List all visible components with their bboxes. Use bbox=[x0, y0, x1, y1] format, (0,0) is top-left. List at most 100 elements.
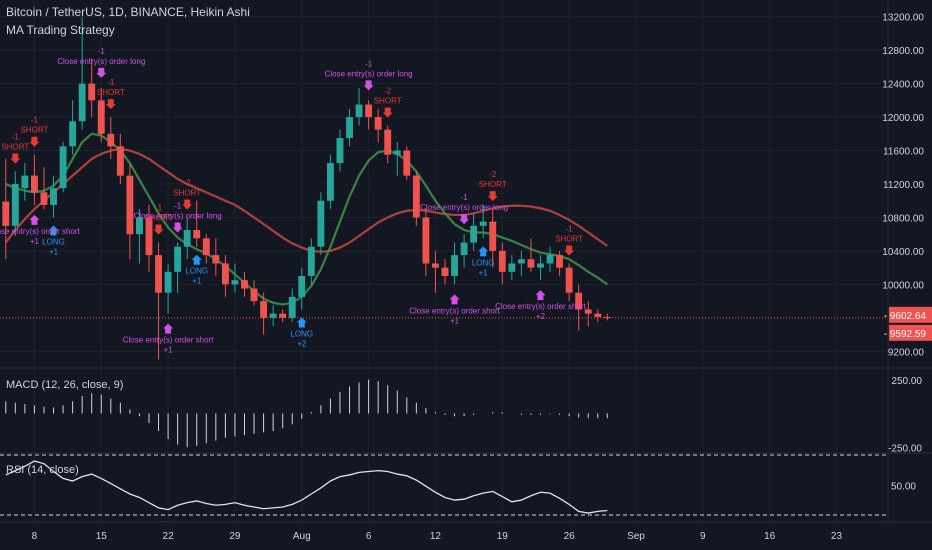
price-tick-label: 12400.00 bbox=[882, 80, 924, 91]
candle-body bbox=[422, 217, 430, 264]
signal-qty: -1 bbox=[98, 47, 106, 56]
candle-body bbox=[88, 83, 96, 101]
signal-qty: -2 bbox=[384, 86, 392, 95]
signal-qty: -1 bbox=[107, 78, 115, 87]
signal-label: Close entry(s) order short bbox=[495, 302, 586, 311]
candle-body bbox=[260, 301, 268, 318]
rsi-tick-label: 50.00 bbox=[891, 481, 916, 492]
ma-slow-line bbox=[4, 147, 608, 253]
candle-body bbox=[355, 104, 363, 118]
macd-label: MACD (12, 26, close, 9) bbox=[6, 379, 124, 391]
signal-label: Close entry(s) order long bbox=[134, 212, 222, 221]
candle-body bbox=[2, 201, 10, 226]
time-tick-label: 23 bbox=[831, 531, 843, 542]
signal-label: LONG bbox=[290, 329, 313, 338]
signal-arrow-up bbox=[478, 246, 489, 257]
signal-label: Close entry(s) order short bbox=[409, 306, 500, 315]
rsi-label: RSI (14, close) bbox=[6, 464, 79, 476]
candle-body bbox=[30, 175, 38, 193]
candle-body bbox=[269, 313, 277, 318]
candle-body bbox=[174, 246, 182, 272]
signal-qty: +2 bbox=[297, 339, 307, 348]
time-tick-label: Sep bbox=[627, 531, 645, 542]
signal-qty: -1 bbox=[12, 132, 20, 141]
signal-arrow-up bbox=[191, 254, 202, 265]
candle-body bbox=[498, 250, 506, 272]
price-tick-label: 10400.00 bbox=[882, 247, 924, 258]
candle-body bbox=[584, 309, 592, 314]
time-tick-label: 12 bbox=[430, 531, 442, 542]
signal-arrow-up bbox=[449, 294, 460, 305]
candle-body bbox=[336, 138, 344, 164]
signal-qty: -1 bbox=[155, 204, 163, 213]
signal-arrow-down bbox=[564, 245, 575, 256]
signal-qty: -1 bbox=[566, 224, 574, 233]
candle-body bbox=[136, 217, 143, 235]
signal-label: Close entry(s) order long bbox=[325, 69, 413, 78]
signal-arrow-down bbox=[10, 153, 21, 164]
candle-body bbox=[307, 246, 315, 276]
price-tick-label: 12800.00 bbox=[882, 46, 924, 57]
signal-arrow-up bbox=[296, 317, 307, 328]
candle-body bbox=[460, 242, 468, 256]
price-tick-label: 10800.00 bbox=[882, 213, 924, 224]
macd-tick-label: -250.00 bbox=[888, 443, 922, 454]
signal-label: SHORT bbox=[555, 234, 583, 243]
candle-body bbox=[346, 117, 353, 138]
candle-body bbox=[517, 259, 525, 264]
candlestick-series bbox=[2, 16, 611, 360]
candle-body bbox=[317, 200, 325, 247]
candle-body bbox=[279, 313, 287, 318]
signal-arrow-down bbox=[182, 199, 193, 210]
signal-arrow-down bbox=[96, 67, 107, 78]
time-tick-label: 16 bbox=[764, 531, 776, 542]
signal-qty: +1 bbox=[49, 247, 59, 256]
current-price-line: - 9602.64 - 9592.59 bbox=[0, 306, 932, 341]
grid-lines bbox=[0, 0, 888, 522]
rsi-pane: 50.00 bbox=[0, 454, 916, 516]
time-tick-label: 19 bbox=[497, 531, 509, 542]
price-tick-label: 11600.00 bbox=[883, 147, 924, 158]
candle-body bbox=[508, 263, 516, 272]
candle-body bbox=[537, 263, 544, 268]
candle-body bbox=[326, 163, 334, 201]
signal-label: LONG bbox=[42, 237, 65, 246]
signal-qty: -1 bbox=[365, 59, 373, 68]
candle-body bbox=[50, 188, 57, 205]
price-tag-label: - 9592.59 bbox=[884, 329, 927, 340]
signal-arrow-down bbox=[29, 136, 40, 147]
candle-body bbox=[126, 175, 134, 235]
signal-arrow-down bbox=[459, 214, 470, 225]
candle-body bbox=[97, 100, 105, 134]
signal-qty: -2 bbox=[489, 170, 497, 179]
time-tick-label: Aug bbox=[293, 531, 311, 542]
candle-body bbox=[384, 129, 392, 155]
time-tick-label: 22 bbox=[163, 531, 175, 542]
candle-body bbox=[403, 150, 411, 176]
price-tick-label: 13200.00 bbox=[882, 13, 924, 24]
signal-qty: +1 bbox=[479, 268, 489, 277]
candle-body bbox=[78, 83, 86, 122]
candle-body bbox=[288, 296, 296, 318]
moving-average-lines bbox=[4, 132, 608, 306]
price-tag-label: - 9602.64 bbox=[884, 311, 927, 322]
candle-body bbox=[221, 263, 229, 285]
signal-label: Close entry(s) order long bbox=[57, 57, 145, 66]
time-tick-label: 9 bbox=[700, 531, 706, 542]
candle-body bbox=[565, 267, 573, 293]
candle-body bbox=[546, 255, 554, 264]
signal-qty: -1 bbox=[174, 202, 182, 211]
signal-label: SHORT bbox=[145, 214, 173, 223]
time-tick-label: 26 bbox=[564, 531, 576, 542]
time-tick-label: 8 bbox=[32, 531, 38, 542]
signal-qty: +2 bbox=[536, 312, 546, 321]
signal-arrow-down bbox=[172, 222, 183, 233]
candle-body bbox=[412, 175, 420, 218]
candle-body bbox=[393, 150, 401, 155]
signal-arrow-up bbox=[48, 225, 59, 236]
candle-body bbox=[556, 255, 564, 268]
candle-body bbox=[107, 133, 115, 147]
candle-body bbox=[69, 121, 77, 147]
